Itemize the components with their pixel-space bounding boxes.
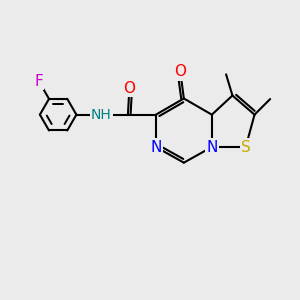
Text: S: S	[241, 140, 250, 154]
Text: F: F	[34, 74, 43, 88]
Text: O: O	[174, 64, 186, 80]
Text: N: N	[206, 140, 218, 154]
Text: N: N	[150, 140, 162, 154]
Text: O: O	[123, 81, 135, 96]
Text: NH: NH	[91, 108, 112, 122]
